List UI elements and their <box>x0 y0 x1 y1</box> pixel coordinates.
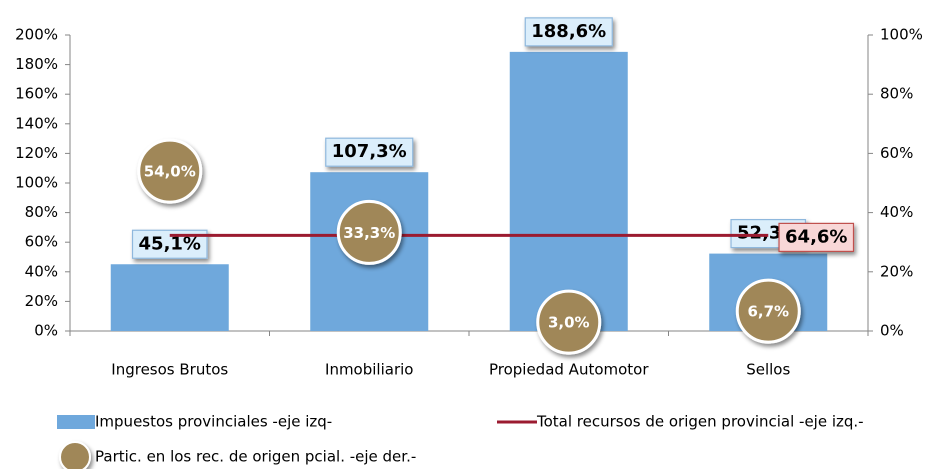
y2-tick-label: 60% <box>880 144 913 162</box>
bubble-label: 3,0% <box>548 314 590 332</box>
bar-label-text: 45,1% <box>139 233 201 254</box>
bar <box>509 51 628 331</box>
bubble-label: 6,7% <box>747 303 789 321</box>
y2-tick-label: 20% <box>880 262 913 280</box>
x-tick-label: Inmobiliario <box>325 361 413 379</box>
y-tick-label: 140% <box>15 114 58 132</box>
y-tick-label: 0% <box>34 322 58 340</box>
line-label: 64,6% <box>778 222 855 252</box>
y-tick-label: 60% <box>25 233 58 251</box>
y2-tick-label: 40% <box>880 203 913 221</box>
y-tick-label: 120% <box>15 144 58 162</box>
legend-label: Partic. en los rec. de origen pcial. -ej… <box>95 448 416 466</box>
legend-swatch <box>57 415 95 429</box>
x-tick-label: Propiedad Automotor <box>489 361 649 379</box>
y-tick-label: 180% <box>15 55 58 73</box>
line-label-box <box>778 222 855 252</box>
legend-label: Impuestos provinciales -eje izq- <box>95 413 332 431</box>
y-tick-label: 40% <box>25 262 58 280</box>
y-tick-label: 160% <box>15 85 58 103</box>
bubble <box>735 278 801 344</box>
bar-label: 188,6% <box>524 17 613 47</box>
bar-label-box <box>325 137 414 167</box>
bubble <box>536 289 602 355</box>
bubble <box>137 138 203 204</box>
line-label-text: 64,6% <box>785 226 847 247</box>
x-tick-label: Ingresos Brutos <box>111 361 228 379</box>
legend-swatch <box>59 441 91 473</box>
bar <box>110 264 229 331</box>
bar-label-text: 107,3% <box>332 141 407 162</box>
y-tick-label: 100% <box>15 174 58 192</box>
y2-tick-label: 100% <box>880 26 923 44</box>
legend-label: Total recursos de origen provincial -eje… <box>536 413 864 431</box>
y2-tick-label: 0% <box>880 322 904 340</box>
y-tick-label: 20% <box>25 292 58 310</box>
bar-label-text: 188,6% <box>531 21 606 42</box>
bar-label-box <box>524 17 613 47</box>
x-tick-label: Sellos <box>746 361 790 379</box>
y-tick-label: 200% <box>15 26 58 44</box>
bubble <box>336 199 402 265</box>
y-tick-label: 80% <box>25 203 58 221</box>
y2-tick-label: 80% <box>880 85 913 103</box>
bar-label: 107,3% <box>325 137 414 167</box>
bubble-label: 33,3% <box>343 224 395 242</box>
bubble-label: 54,0% <box>144 163 196 181</box>
